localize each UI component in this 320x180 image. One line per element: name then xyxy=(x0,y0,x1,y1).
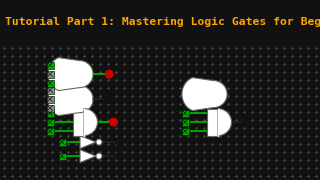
Bar xyxy=(73,109,84,136)
Bar xyxy=(46,87,53,94)
Polygon shape xyxy=(80,136,96,149)
Polygon shape xyxy=(218,109,231,136)
Bar xyxy=(181,119,188,126)
Polygon shape xyxy=(84,109,98,136)
Circle shape xyxy=(96,153,102,159)
Polygon shape xyxy=(80,150,96,163)
Circle shape xyxy=(105,70,114,79)
Bar xyxy=(46,105,53,112)
Bar xyxy=(46,80,53,87)
Circle shape xyxy=(96,139,102,145)
Bar xyxy=(46,128,53,135)
Polygon shape xyxy=(48,83,93,116)
Bar xyxy=(207,109,218,136)
Bar xyxy=(181,128,188,135)
Bar xyxy=(46,119,53,126)
Text: Logisim Tutorial Part 1: Mastering Logic Gates for Beginners!: Logisim Tutorial Part 1: Mastering Logic… xyxy=(0,17,320,27)
Polygon shape xyxy=(48,58,93,91)
Circle shape xyxy=(116,138,124,147)
Bar xyxy=(46,71,53,78)
Bar xyxy=(46,110,53,117)
Circle shape xyxy=(116,152,124,161)
Bar xyxy=(46,96,53,103)
Polygon shape xyxy=(182,78,227,111)
Circle shape xyxy=(109,118,118,127)
Bar xyxy=(181,110,188,117)
Bar xyxy=(46,62,53,69)
Circle shape xyxy=(103,95,112,104)
Bar xyxy=(59,139,66,146)
Circle shape xyxy=(241,118,250,127)
Bar xyxy=(59,153,66,160)
